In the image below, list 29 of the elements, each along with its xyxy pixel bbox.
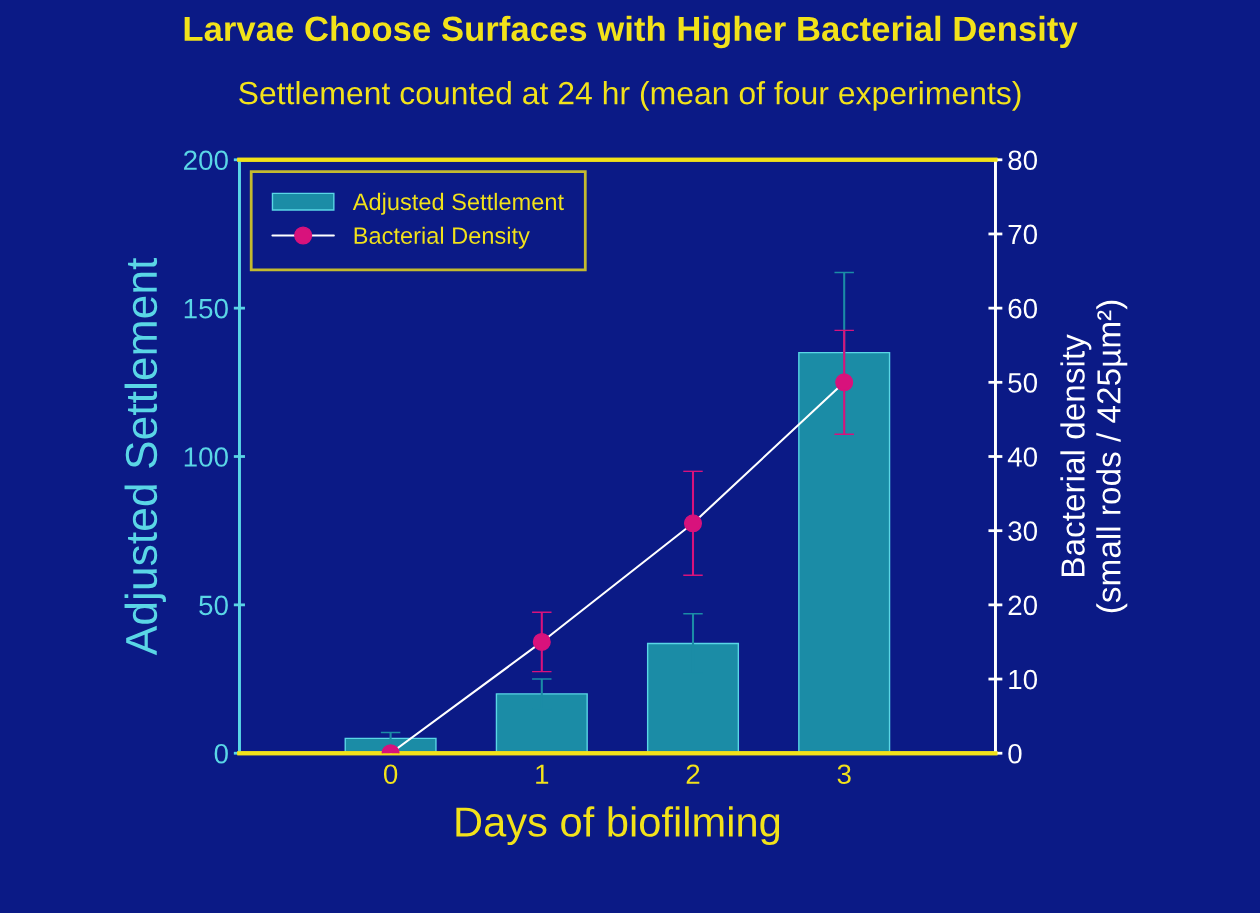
y2-tick-label: 40 [1007, 447, 1038, 467]
y-tick-label: 200 [184, 150, 228, 171]
y-tick-label: 100 [184, 447, 228, 467]
bar [798, 351, 891, 754]
y-tick-label: 50 [199, 595, 228, 616]
y2-tick-label: 30 [1008, 521, 1038, 542]
y2-tick-label: 80 [1008, 150, 1038, 171]
x-tick-label: 2 [686, 764, 700, 784]
y2-tick-label: 20 [1008, 595, 1038, 616]
y-tick-label: 150 [184, 298, 228, 319]
chart-title: Larvae Choose Surfaces with Higher Bacterial Density [184, 15, 1078, 49]
point [835, 373, 854, 392]
point [532, 632, 551, 651]
y-tick-label: 0 [214, 743, 228, 764]
point [683, 514, 703, 533]
y2-tick-label: 60 [1008, 298, 1038, 319]
y2-axis-title: Bacterial density (small rods / 425µm²) [1060, 300, 1128, 613]
x-axis-title: Days of biofilming [456, 806, 780, 846]
legend-label: Adjusted Settlement [352, 192, 564, 215]
legend-label: Bacterial Density [354, 226, 530, 249]
x-tick-label: 0 [383, 764, 398, 785]
y2-tick-label: 0 [1008, 743, 1022, 764]
x-tick-label: 1 [536, 764, 549, 784]
y2-tick-label: 70 [1008, 224, 1038, 245]
y-axis-title: Adjusted Settlement [124, 257, 166, 656]
chart-subtitle: Settlement counted at 24 hr (mean of four experiments) [239, 80, 1021, 111]
x-tick-label: 3 [837, 764, 851, 785]
y2-tick-label: 10 [1009, 669, 1038, 690]
y2-tick-label: 50 [1008, 372, 1038, 393]
